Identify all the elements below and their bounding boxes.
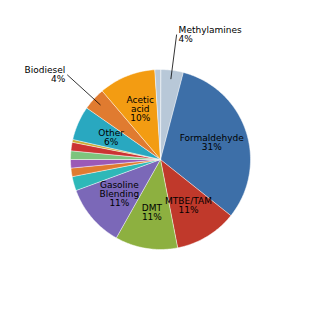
- svg-text:DMT11%: DMT11%: [142, 203, 163, 222]
- svg-text:Aceticacid10%: Aceticacid10%: [127, 95, 155, 123]
- svg-text:Formaldehyde31%: Formaldehyde31%: [180, 133, 245, 152]
- svg-text:Methylamines4%: Methylamines4%: [179, 25, 242, 44]
- svg-text:Other6%: Other6%: [98, 128, 124, 147]
- svg-text:MTBE/TAM11%: MTBE/TAM11%: [165, 196, 212, 215]
- svg-text:Biodiesel4%: Biodiesel4%: [25, 65, 66, 84]
- svg-text:GasolineBlending11%: GasolineBlending11%: [100, 180, 140, 208]
